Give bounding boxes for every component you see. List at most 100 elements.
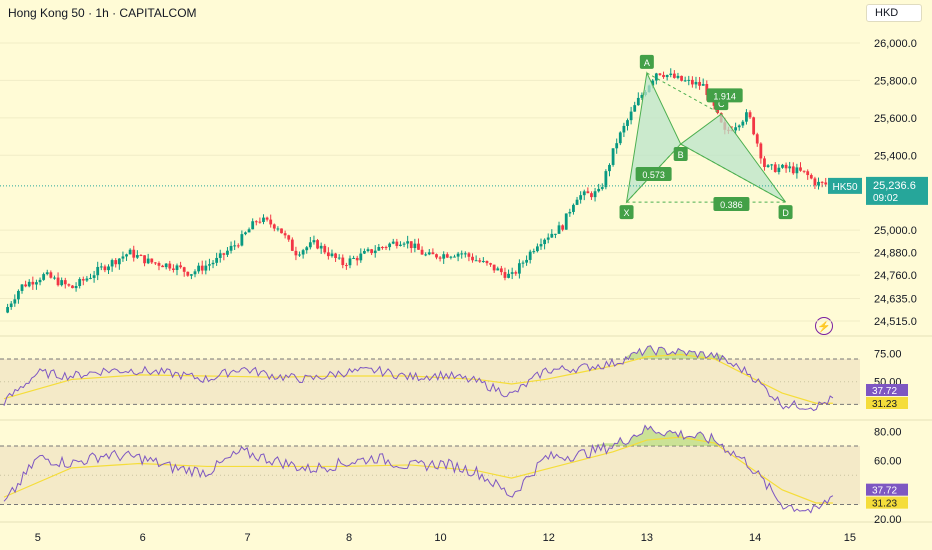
x-tick-label: 12 — [543, 532, 555, 544]
candle-body — [117, 258, 121, 265]
candle-body — [618, 132, 622, 144]
candle-body — [312, 240, 316, 243]
candle-body — [81, 279, 85, 281]
candle-body — [658, 73, 662, 75]
candle-body — [499, 268, 503, 273]
candle-body — [521, 262, 525, 264]
candle-body — [323, 245, 327, 253]
x-tick-label: 7 — [245, 532, 251, 544]
rsi2-rsi-tag — [866, 483, 908, 496]
candle-body — [215, 257, 219, 263]
candle-body — [582, 191, 586, 196]
candle-body — [233, 245, 237, 247]
candle-body — [683, 80, 687, 82]
candle-body — [568, 211, 572, 214]
candle-body — [590, 193, 593, 198]
candle-body — [485, 260, 489, 264]
symbol-tag-text: HK50 — [832, 182, 857, 193]
candle-body — [265, 217, 269, 220]
candle-body — [290, 239, 294, 251]
candle-body — [341, 257, 345, 266]
candle-body — [593, 191, 597, 198]
candle-body — [676, 75, 680, 78]
candle-body — [85, 278, 89, 281]
y-tick-label: 24,635.0 — [874, 293, 917, 305]
candle-body — [532, 251, 536, 253]
candle-body — [193, 271, 197, 275]
candle-body — [546, 237, 550, 240]
candle-body — [197, 265, 201, 272]
candle-body — [168, 263, 172, 269]
candle-body — [391, 241, 395, 244]
pattern-ratio-label — [635, 167, 672, 182]
x-tick-label: 5 — [35, 532, 41, 544]
candle-body — [175, 265, 179, 270]
candle-body — [370, 249, 374, 254]
candle-body — [222, 253, 226, 255]
price-tag-countdown: 09:02 — [873, 193, 898, 204]
candle-body — [579, 195, 583, 200]
candle-body — [626, 120, 629, 126]
candle-body — [24, 284, 28, 287]
candle-body — [71, 285, 74, 289]
candle-body — [600, 187, 604, 189]
candle-body — [17, 290, 20, 300]
y-tick-label: 25,600.0 — [874, 113, 917, 125]
candle-body — [78, 279, 82, 287]
candle-body — [63, 280, 67, 285]
candle-body — [510, 272, 514, 274]
candle-body — [611, 148, 615, 165]
y-tick-label: 25,400.0 — [874, 150, 917, 162]
candle-body — [254, 221, 258, 223]
candle-body — [251, 221, 255, 230]
rsi2-ma-tag-text: 31.23 — [872, 499, 897, 510]
candle-body — [395, 241, 399, 246]
candle-body — [38, 279, 42, 283]
candle-body — [125, 254, 128, 257]
candle-body — [467, 253, 471, 257]
candle-body — [773, 164, 777, 173]
candle-body — [153, 262, 157, 264]
candle-body — [417, 243, 420, 250]
candle-body — [741, 121, 745, 126]
currency-button[interactable]: HKD — [866, 4, 922, 22]
candle-body — [337, 257, 341, 259]
candle-body — [481, 260, 485, 262]
candle-body — [301, 250, 305, 255]
candle-body — [114, 260, 118, 265]
candle-body — [763, 158, 766, 168]
candle-body — [586, 191, 590, 194]
candle-body — [208, 264, 211, 266]
pattern-triangle-xab — [625, 71, 682, 204]
candle-body — [445, 254, 449, 258]
candle-body — [597, 188, 601, 192]
candle-body — [107, 266, 110, 271]
x-tick-label: 8 — [346, 532, 352, 544]
candle-body — [190, 274, 193, 276]
chart-title: Hong Kong 50 · 1h · CAPITALCOM — [8, 6, 197, 20]
candle-body — [745, 112, 748, 122]
candle-body — [654, 73, 658, 81]
candle-body — [463, 253, 467, 255]
candle-body — [157, 263, 161, 266]
candle-body — [229, 245, 233, 251]
candle-body — [809, 175, 813, 179]
rsi1-ma-tag-text: 31.23 — [872, 399, 897, 410]
pattern-point-text: D — [782, 208, 789, 218]
candle-body — [431, 252, 435, 255]
candle-body — [49, 272, 53, 278]
candle-body — [308, 242, 312, 248]
pattern-ratio-text: 1.914 — [713, 91, 736, 101]
candle-body — [377, 247, 381, 251]
candle-body — [759, 143, 763, 159]
candle-body — [283, 233, 287, 236]
candle-body — [636, 97, 640, 106]
candle-body — [6, 307, 10, 313]
lightning-icon[interactable]: ⚡ — [815, 317, 833, 335]
pattern-point-text: B — [678, 150, 684, 160]
candle-body — [121, 256, 125, 259]
candle-body — [89, 277, 92, 279]
rsi2-y-tick: 60.00 — [874, 456, 902, 468]
candle-body — [276, 228, 280, 230]
